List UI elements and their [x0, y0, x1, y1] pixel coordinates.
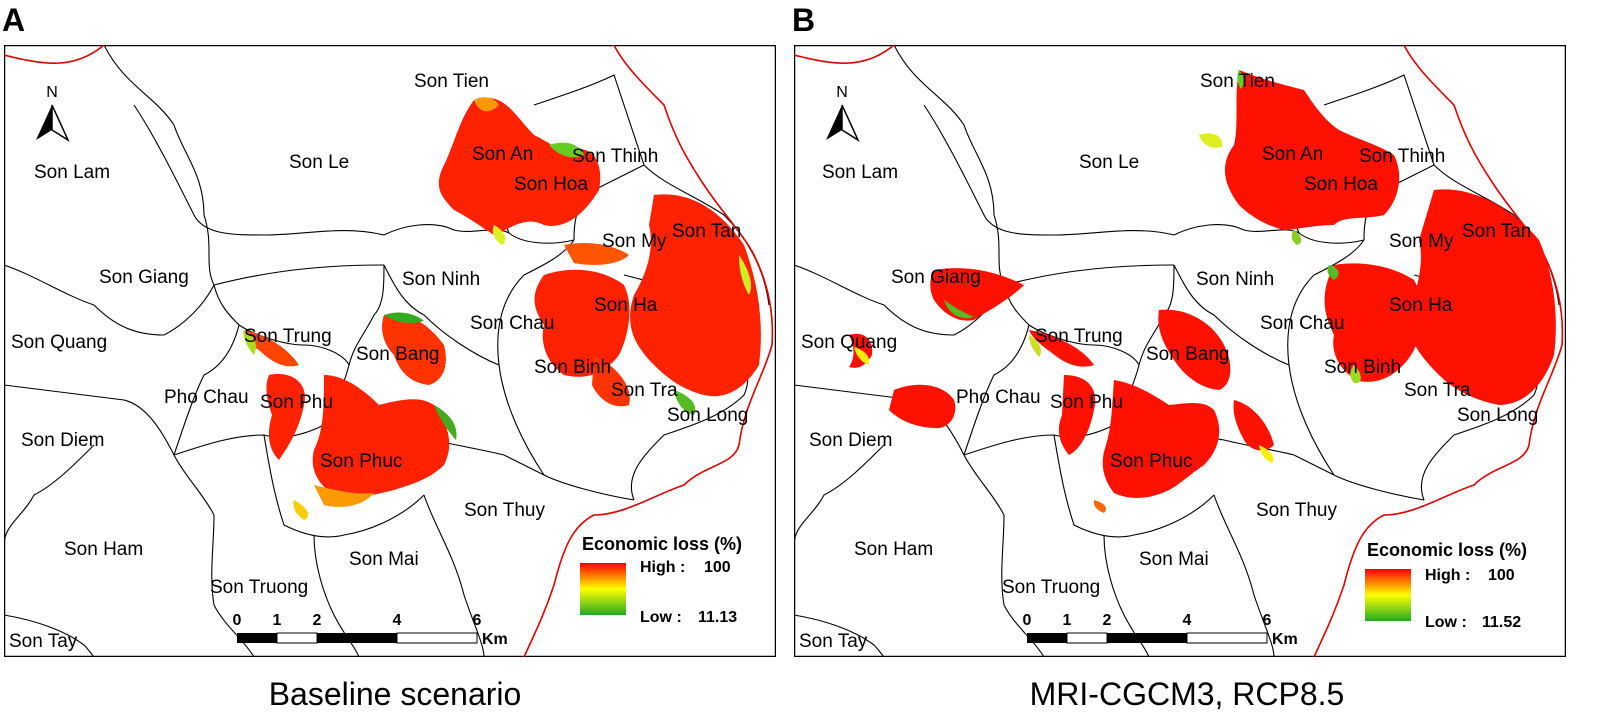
commune-label: Son Quang [801, 332, 897, 353]
commune-label: Pho Chau [164, 387, 249, 408]
commune-label: Son Mai [349, 549, 419, 570]
panel-b-letter: B [792, 2, 816, 38]
commune-label: Son My [602, 231, 667, 252]
commune-label: Son Ham [64, 539, 143, 560]
commune-label: Son Long [667, 405, 748, 426]
legend-high-label: High : [640, 559, 685, 576]
legend: Economic loss (%) High : 100 Low : 11.13 [580, 534, 742, 626]
legend: Economic loss (%) High : 100 Low : 11.52 [1365, 540, 1527, 631]
commune-label: Son Trung [244, 326, 332, 347]
commune-label: Son Ninh [1196, 269, 1274, 290]
commune-label: Son My [1389, 231, 1454, 252]
scale-tick-6: 6 [1263, 612, 1272, 629]
commune-label: Son Tan [672, 221, 741, 242]
commune-label: Son Chau [470, 313, 555, 334]
commune-label: Son An [1262, 144, 1323, 165]
panel-a-map: Son Tien Son Le Son Lam Son An Son Thinh Son … [4, 45, 776, 657]
commune-label: Son Hoa [514, 174, 588, 195]
commune-label: Son Ham [854, 539, 933, 560]
economic-loss-areas [849, 70, 1556, 513]
commune-label: Son Tan [1462, 221, 1531, 242]
legend-high-value: 100 [1488, 567, 1515, 584]
commune-label: Son Phu [260, 392, 333, 413]
scale-tick-0: 0 [1023, 612, 1032, 629]
scale-tick-1: 1 [273, 612, 282, 629]
commune-label: Son Bang [356, 344, 439, 365]
scale-tick-2: 2 [1103, 612, 1112, 629]
legend-low-value: 11.52 [1482, 614, 1521, 631]
commune-label: Son Ninh [402, 269, 480, 290]
commune-label: Son Le [289, 152, 349, 173]
commune-label: Son Tay [9, 631, 78, 652]
commune-label: Son Trung [1035, 326, 1123, 347]
legend-title: Economic loss (%) [1367, 540, 1527, 560]
commune-label: Son Phuc [320, 451, 402, 472]
commune-label: Son Hoa [1304, 174, 1378, 195]
commune-label: Son Quang [11, 332, 107, 353]
scale-unit: Km [482, 631, 508, 648]
province-border [4, 45, 774, 657]
commune-label: Son Thuy [464, 500, 545, 521]
commune-label: Son Truong [210, 577, 308, 598]
commune-label: Son Giang [891, 267, 981, 288]
scale-bar: 0 1 2 4 6 Km [233, 612, 508, 648]
scale-tick-4: 4 [1183, 612, 1192, 629]
commune-label: Son Phu [1050, 392, 1123, 413]
scale-tick-2: 2 [313, 612, 322, 629]
legend-low-value: 11.13 [698, 609, 737, 626]
north-arrow: N [826, 84, 860, 142]
commune-label: Son An [472, 144, 533, 165]
communes-labels: Son Tien Son Le Son Lam Son An Son Thinh Son … [9, 71, 748, 652]
commune-label: Son Lam [822, 162, 898, 183]
commune-label: Son Ha [1389, 295, 1453, 316]
legend-color-ramp [580, 563, 626, 615]
commune-label: Son Chau [1260, 313, 1345, 334]
economic-loss-areas [243, 97, 761, 520]
commune-label: Pho Chau [956, 387, 1041, 408]
panel-a-letter: A [2, 2, 26, 38]
commune-label: Son Ha [594, 295, 658, 316]
legend-high-value: 100 [704, 559, 731, 576]
commune-label: Son Lam [34, 162, 110, 183]
commune-label: Son Binh [534, 357, 611, 378]
commune-label: Son Le [1079, 152, 1139, 173]
commune-label: Son Thuy [1256, 500, 1337, 521]
scale-bar: 0 1 2 4 6 Km [1023, 612, 1298, 648]
panel-b-map: Son Tien Son Le Son Lam Son An Son Thinh Son … [794, 45, 1566, 657]
legend-low-label: Low : [640, 609, 682, 626]
commune-label: Son Tien [414, 71, 489, 92]
commune-label: Son Tien [1200, 71, 1275, 92]
north-arrow: N [36, 84, 70, 142]
commune-label: Son Diem [21, 430, 104, 451]
scale-tick-4: 4 [393, 612, 402, 629]
scale-tick-0: 0 [233, 612, 242, 629]
commune-label: Son Bang [1146, 344, 1229, 365]
scale-tick-1: 1 [1063, 612, 1072, 629]
commune-label: Son Tra [611, 380, 678, 401]
commune-label: Son Diem [809, 430, 892, 451]
commune-label: Son Thinh [1359, 146, 1445, 167]
legend-color-ramp [1365, 569, 1411, 621]
commune-label: Son Long [1457, 405, 1538, 426]
scale-unit: Km [1272, 631, 1298, 648]
legend-low-label: Low : [1425, 614, 1467, 631]
legend-title: Economic loss (%) [582, 534, 742, 554]
commune-label: Son Truong [1002, 577, 1100, 598]
commune-label: Son Thinh [572, 146, 658, 167]
legend-high-label: High : [1425, 567, 1470, 584]
north-arrow-label: N [836, 84, 848, 101]
commune-label: Son Phuc [1110, 451, 1192, 472]
commune-label: Son Mai [1139, 549, 1209, 570]
communes-labels: Son Tien Son Le Son Lam Son An Son Thinh Son … [799, 71, 1538, 652]
panel-b-caption: MRI-CGCM3, RCP8.5 [1029, 676, 1345, 712]
panel-a-caption: Baseline scenario [268, 676, 522, 712]
commune-label: Son Binh [1324, 357, 1401, 378]
commune-label: Son Tra [1404, 380, 1471, 401]
commune-label: Son Giang [99, 267, 189, 288]
scale-tick-6: 6 [473, 612, 482, 629]
north-arrow-label: N [46, 84, 58, 101]
commune-label: Son Tay [799, 631, 868, 652]
province-border [794, 45, 1564, 657]
